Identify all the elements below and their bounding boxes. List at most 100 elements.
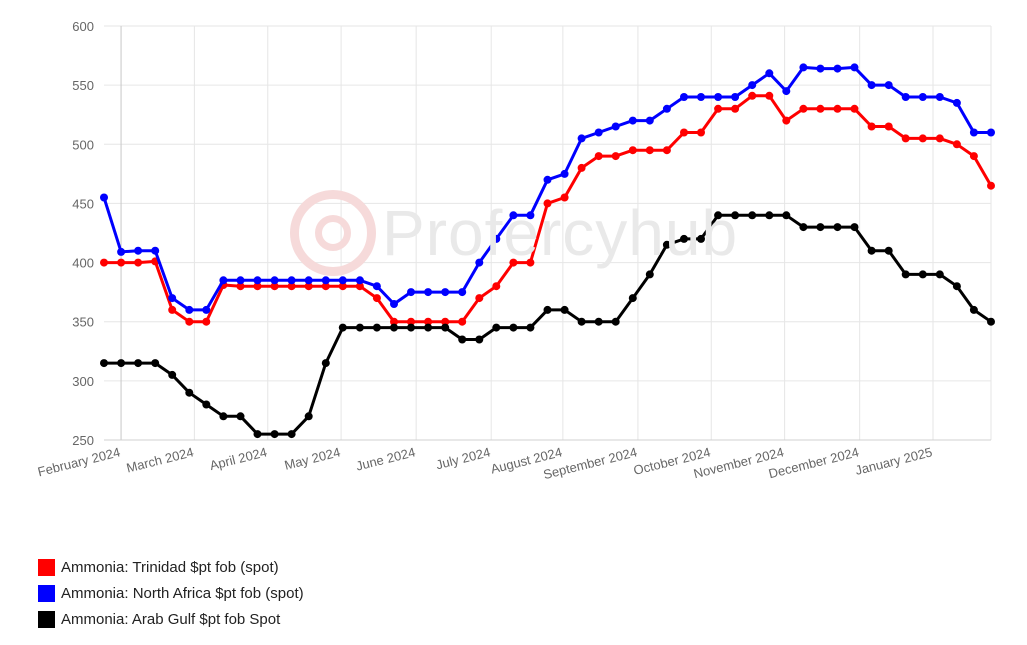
data-point: [594, 152, 603, 161]
data-point: [253, 282, 262, 291]
data-point: [884, 246, 893, 255]
data-point: [799, 104, 808, 113]
data-point: [833, 223, 842, 232]
data-point: [526, 211, 535, 220]
data-point: [526, 323, 535, 332]
data-point: [219, 276, 228, 285]
data-point: [782, 116, 791, 125]
data-point: [969, 128, 978, 137]
data-point: [577, 317, 586, 326]
data-point: [492, 282, 501, 291]
data-point: [424, 317, 433, 326]
data-point: [731, 93, 740, 101]
data-point: [151, 246, 160, 255]
data-point: [731, 104, 740, 113]
data-point: [969, 305, 978, 314]
data-point: [117, 359, 126, 368]
data-point: [560, 169, 569, 178]
data-point: [390, 300, 398, 308]
data-point: [219, 412, 228, 421]
data-point: [355, 282, 364, 291]
legend-label: Ammonia: Arab Gulf $pt fob Spot: [61, 610, 281, 628]
data-point: [765, 69, 774, 78]
data-point: [680, 93, 688, 101]
data-point: [390, 317, 398, 326]
data-point: [867, 81, 876, 90]
data-point: [185, 388, 194, 397]
data-point: [287, 276, 296, 285]
data-point: [611, 317, 620, 326]
data-point: [543, 305, 552, 314]
data-point: [424, 288, 433, 297]
data-point: [918, 134, 927, 143]
data-point: [441, 317, 450, 326]
data-point: [304, 276, 313, 285]
data-point: [833, 64, 842, 73]
data-point: [338, 282, 347, 291]
data-point: [662, 104, 671, 113]
data-point: [799, 223, 808, 232]
data-point: [901, 134, 910, 143]
data-point: [935, 134, 944, 143]
data-point: [424, 323, 433, 332]
data-point: [168, 294, 177, 303]
data-point: [236, 282, 245, 291]
data-point: [287, 430, 296, 439]
watermark: Profercyhub: [290, 190, 738, 276]
data-point: [151, 359, 160, 368]
data-point: [492, 234, 501, 243]
data-point: [662, 146, 671, 155]
data-point: [645, 116, 654, 125]
data-point: [969, 152, 978, 161]
data-point: [100, 258, 108, 267]
data-point: [799, 63, 808, 72]
data-point: [697, 93, 705, 101]
data-point: [202, 305, 211, 314]
data-point: [901, 270, 910, 279]
legend-item[interactable]: Ammonia: North Africa $pt fob (spot): [38, 580, 304, 606]
data-point: [628, 294, 637, 303]
data-point: [952, 282, 961, 291]
data-point: [321, 276, 330, 285]
x-tick-label: June 2024: [354, 444, 417, 473]
data-point: [168, 370, 177, 379]
data-point: [662, 240, 671, 249]
x-axis: February 2024 March 2024 April 2024 May 202…: [36, 444, 934, 482]
y-axis: 250 300 350 400 450 500 550 600: [72, 19, 94, 448]
data-point: [816, 223, 825, 232]
data-point: [680, 128, 688, 137]
data-point: [765, 211, 774, 220]
legend-item[interactable]: Ammonia: Arab Gulf $pt fob Spot: [38, 606, 304, 632]
watermark-text: Profercyhub: [382, 197, 739, 269]
data-point: [253, 276, 262, 285]
series-3: [100, 211, 995, 439]
data-point: [560, 193, 569, 202]
legend-label: Ammonia: North Africa $pt fob (spot): [61, 584, 304, 602]
y-tick-label: 450: [72, 196, 94, 211]
data-point: [304, 282, 313, 291]
data-point: [475, 335, 484, 344]
data-point: [543, 199, 552, 208]
data-point: [782, 211, 791, 220]
data-point: [458, 335, 467, 344]
x-tick-label: January 2025: [854, 444, 934, 478]
data-point: [850, 223, 859, 232]
data-point: [765, 91, 774, 100]
data-point: [338, 323, 347, 332]
data-point: [509, 211, 518, 220]
data-point: [867, 246, 876, 255]
data-point: [918, 93, 927, 101]
data-point: [714, 211, 723, 220]
data-point: [697, 128, 705, 137]
data-point: [492, 323, 501, 332]
legend-item[interactable]: Ammonia: Trinidad $pt fob (spot): [38, 554, 304, 580]
x-tick-label: April 2024: [208, 444, 268, 473]
data-point: [850, 104, 859, 113]
data-point: [134, 258, 143, 267]
data-point: [475, 258, 484, 267]
data-point: [731, 211, 740, 220]
data-point: [134, 246, 143, 255]
data-point: [577, 134, 586, 143]
data-point: [901, 93, 910, 101]
data-point: [748, 91, 757, 100]
